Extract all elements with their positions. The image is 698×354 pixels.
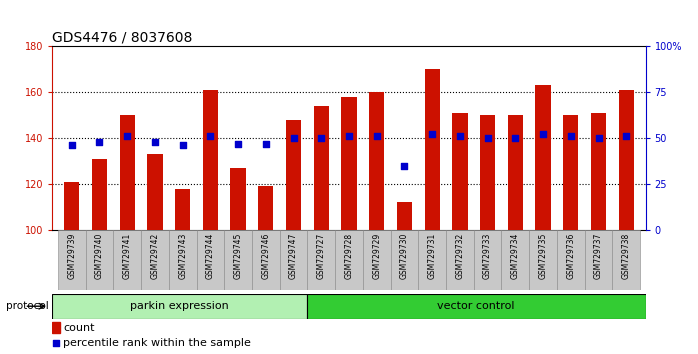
- Bar: [147, 154, 163, 230]
- Bar: [618, 90, 634, 230]
- Text: GSM729730: GSM729730: [400, 233, 409, 280]
- Text: GDS4476 / 8037608: GDS4476 / 8037608: [52, 31, 193, 45]
- Bar: [52, 322, 60, 333]
- Bar: [418, 230, 446, 290]
- Text: protocol: protocol: [6, 301, 49, 311]
- Bar: [391, 230, 418, 290]
- Point: [371, 133, 383, 139]
- Bar: [535, 85, 551, 230]
- Point: [454, 133, 466, 139]
- Point: [482, 135, 493, 141]
- Point: [593, 135, 604, 141]
- Text: GSM729746: GSM729746: [261, 233, 270, 280]
- Point: [399, 163, 410, 169]
- Text: GSM729735: GSM729735: [539, 233, 547, 280]
- Point: [51, 341, 62, 346]
- Point: [94, 139, 105, 144]
- Text: percentile rank within the sample: percentile rank within the sample: [63, 338, 251, 348]
- Bar: [480, 115, 496, 230]
- Text: GSM729739: GSM729739: [67, 233, 76, 280]
- Bar: [92, 159, 107, 230]
- Point: [537, 132, 549, 137]
- Point: [565, 133, 577, 139]
- Bar: [252, 230, 280, 290]
- Bar: [341, 97, 357, 230]
- Bar: [474, 230, 501, 290]
- Bar: [197, 230, 224, 290]
- Text: vector control: vector control: [438, 301, 515, 311]
- Bar: [52, 294, 306, 319]
- Bar: [563, 115, 579, 230]
- Text: GSM729743: GSM729743: [178, 233, 187, 280]
- Bar: [113, 230, 141, 290]
- Text: GSM729737: GSM729737: [594, 233, 603, 280]
- Bar: [363, 230, 391, 290]
- Point: [510, 135, 521, 141]
- Bar: [529, 230, 557, 290]
- Point: [621, 133, 632, 139]
- Bar: [64, 182, 80, 230]
- Bar: [258, 186, 274, 230]
- Point: [288, 135, 299, 141]
- Point: [232, 141, 244, 147]
- Bar: [141, 230, 169, 290]
- Text: GSM729731: GSM729731: [428, 233, 437, 279]
- Bar: [446, 230, 474, 290]
- Bar: [169, 230, 197, 290]
- Point: [343, 133, 355, 139]
- Text: GSM729747: GSM729747: [289, 233, 298, 280]
- Text: GSM729732: GSM729732: [455, 233, 464, 279]
- Text: GSM729738: GSM729738: [622, 233, 631, 279]
- Bar: [397, 202, 412, 230]
- Text: GSM729742: GSM729742: [151, 233, 159, 279]
- Point: [149, 139, 161, 144]
- Bar: [507, 115, 523, 230]
- Bar: [369, 92, 385, 230]
- Point: [426, 132, 438, 137]
- Bar: [224, 230, 252, 290]
- Point: [177, 143, 188, 148]
- Text: GSM729729: GSM729729: [372, 233, 381, 279]
- Bar: [119, 115, 135, 230]
- Text: GSM729745: GSM729745: [234, 233, 243, 280]
- Bar: [175, 189, 191, 230]
- Bar: [58, 230, 86, 290]
- Bar: [501, 230, 529, 290]
- Bar: [306, 294, 646, 319]
- Bar: [230, 168, 246, 230]
- Bar: [286, 120, 301, 230]
- Bar: [86, 230, 113, 290]
- Bar: [280, 230, 307, 290]
- Bar: [202, 90, 218, 230]
- Point: [315, 135, 327, 141]
- Text: GSM729740: GSM729740: [95, 233, 104, 280]
- Point: [205, 133, 216, 139]
- Bar: [591, 113, 606, 230]
- Point: [260, 141, 272, 147]
- Point: [121, 133, 133, 139]
- Text: GSM729736: GSM729736: [566, 233, 575, 280]
- Bar: [452, 113, 468, 230]
- Text: GSM729734: GSM729734: [511, 233, 520, 280]
- Bar: [313, 106, 329, 230]
- Text: GSM729728: GSM729728: [345, 233, 353, 279]
- Point: [66, 143, 77, 148]
- Bar: [612, 230, 640, 290]
- Text: GSM729744: GSM729744: [206, 233, 215, 280]
- Bar: [307, 230, 335, 290]
- Text: GSM729741: GSM729741: [123, 233, 132, 279]
- Text: GSM729733: GSM729733: [483, 233, 492, 280]
- Bar: [585, 230, 612, 290]
- Bar: [335, 230, 363, 290]
- Bar: [557, 230, 585, 290]
- Bar: [424, 69, 440, 230]
- Text: GSM729727: GSM729727: [317, 233, 326, 279]
- Text: parkin expression: parkin expression: [130, 301, 229, 311]
- Text: count: count: [63, 322, 94, 332]
